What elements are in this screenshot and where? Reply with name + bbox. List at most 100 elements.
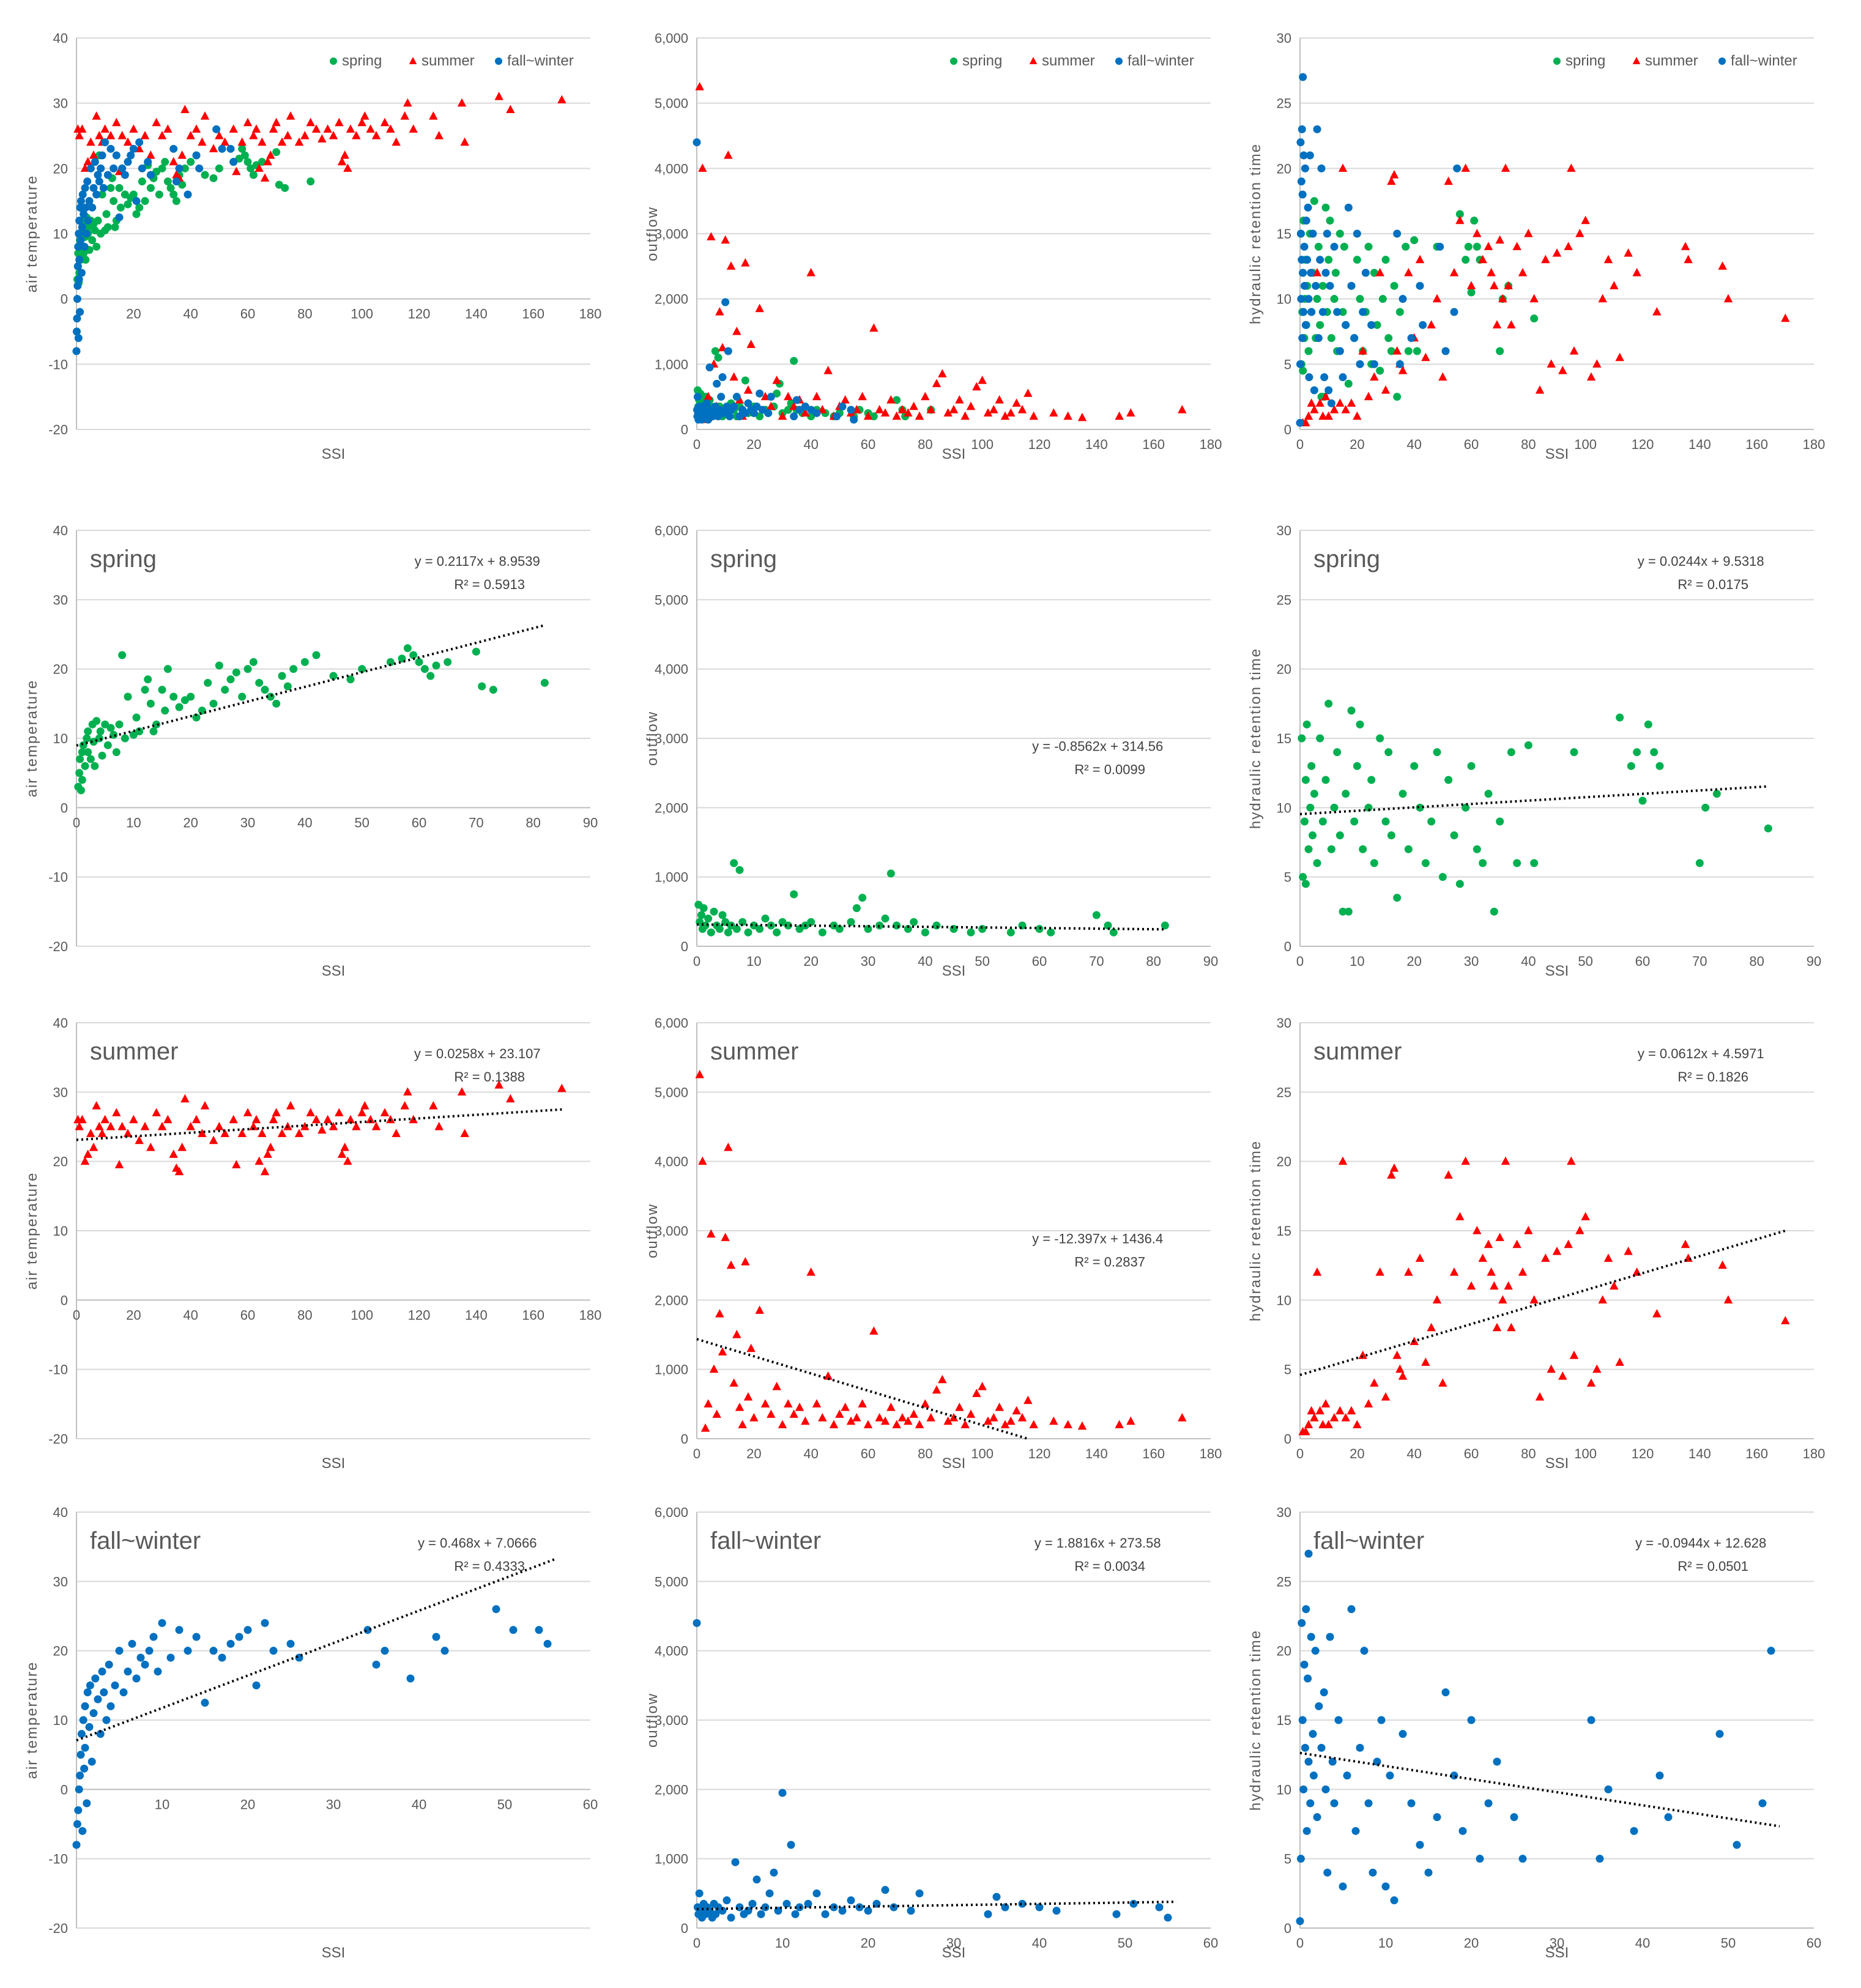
data-point-summer (741, 1257, 750, 1266)
data-point-fall-winter (1370, 360, 1378, 368)
panel-summer-air: -20 -10 0 10 20 30 40 0 20 40 60 80 100 120 140 160 180 S… (12, 1009, 624, 1499)
data-point-spring (697, 911, 705, 919)
data-point-fall-winter (1441, 1688, 1450, 1697)
data-point-summer (106, 1122, 116, 1130)
data-point-fall-winter (74, 1806, 83, 1814)
data-point-fall-winter (790, 412, 798, 421)
data-point-spring (778, 918, 787, 926)
data-point-fall-winter (764, 409, 773, 417)
data-point-spring (1109, 928, 1118, 937)
data-point-fall-winter (99, 184, 108, 192)
data-point-fall-winter (81, 1702, 89, 1710)
data-point-fall-winter (1312, 281, 1320, 290)
data-point-fall-winter (169, 144, 178, 153)
data-point-summer (112, 117, 121, 127)
data-point-summer (983, 1416, 993, 1425)
data-point-fall-winter (1318, 308, 1327, 316)
data-point-summer (1575, 229, 1584, 237)
data-point-spring (749, 921, 758, 930)
data-point-fall-winter (1377, 1716, 1386, 1724)
data-point-summer (1455, 215, 1465, 224)
x-tick-label: 100 (971, 1446, 994, 1461)
data-point-fall-winter (115, 213, 124, 221)
data-point-fall-winter (78, 190, 87, 199)
data-point-summer (1310, 405, 1319, 414)
legend-marker-spring (330, 57, 337, 65)
data-point-summer (403, 98, 412, 107)
data-point-summer (1115, 1420, 1124, 1428)
data-point-summer (75, 1122, 84, 1130)
data-point-spring (103, 223, 112, 231)
x-tick-label: 10 (775, 1935, 790, 1951)
data-point-summer (83, 157, 92, 166)
data-point-fall-winter (1320, 1688, 1328, 1697)
data-point-spring (1326, 217, 1334, 225)
combined-hrt-svg: 0 5 10 15 20 25 30 0 20 40 60 80 100 120 140 160 180 SSI h… (1247, 31, 1825, 462)
y-axis-title: outflow (644, 1693, 661, 1748)
data-point-spring (711, 347, 719, 355)
data-point-summer (557, 1083, 566, 1092)
data-point-fall-winter (86, 164, 95, 172)
data-point-summer (400, 111, 409, 120)
data-point-spring (773, 928, 781, 937)
data-point-fall-winter (1309, 1771, 1318, 1780)
data-point-summer (1381, 385, 1391, 394)
data-point-fall-winter (1314, 334, 1323, 343)
data-point-summer (1558, 1371, 1567, 1380)
x-tick-label: 0 (693, 437, 700, 452)
data-point-summer (875, 405, 884, 414)
panel-spring-outflow: 0 1,000 2,000 3,000 4,000 5,000 6,000 0 10 20 30 40… (633, 517, 1244, 1006)
data-point-fall-winter (1300, 1660, 1309, 1669)
data-point-summer (1318, 1420, 1328, 1428)
data-point-spring (226, 675, 235, 684)
data-point-fall-winter (80, 242, 89, 251)
data-point-spring (110, 197, 118, 206)
data-point-fall-winter (1328, 1757, 1337, 1766)
data-point-spring (1359, 845, 1367, 853)
data-point-summer (434, 1122, 444, 1130)
data-point-spring (1373, 321, 1381, 329)
data-point-summer (1504, 1281, 1513, 1290)
y-tick-label: 4,000 (655, 161, 688, 176)
data-point-fall-winter (1715, 1730, 1724, 1738)
panel-fallwinter-hrt: 0 5 10 15 20 25 30 0 10 20 30 40 50 60 SSI hydraulic re… (1236, 1499, 1848, 1988)
data-point-summer (263, 157, 272, 166)
data-point-fall-winter (1324, 386, 1333, 395)
data-point-summer (180, 1094, 190, 1103)
data-point-fall-winter (144, 158, 152, 166)
data-point-summer (1504, 281, 1513, 289)
data-point-spring (1313, 295, 1321, 303)
data-point-summer (1318, 411, 1328, 420)
data-point-fall-winter (76, 236, 85, 245)
data-point-fall-winter (243, 1626, 252, 1634)
data-point-fall-winter (1335, 347, 1344, 355)
x-tick-label: 80 (918, 437, 932, 452)
x-tick-label: 0 (1296, 1446, 1304, 1461)
data-point-fall-winter (89, 1709, 98, 1718)
data-point-summer (760, 1399, 770, 1408)
data-point-fall-winter (128, 1639, 136, 1648)
x-tick-label: 20 (1350, 1446, 1364, 1461)
data-point-summer (318, 134, 327, 143)
data-point-summer (1077, 1421, 1087, 1430)
data-point-summer (117, 1122, 127, 1130)
chart-title: spring (1313, 546, 1380, 573)
data-point-spring (1650, 748, 1659, 757)
data-point-summer (1063, 1420, 1072, 1428)
y-tick-label: 25 (1277, 1085, 1291, 1100)
x-axis-title: SSI (322, 1455, 346, 1472)
summer-air-svg: -20 -10 0 10 20 30 40 0 20 40 60 80 100 120 140 160 180 S… (24, 1015, 601, 1472)
data-point-summer (123, 137, 133, 146)
data-point-fall-winter (1296, 138, 1305, 147)
data-point-fall-winter (1321, 1785, 1330, 1793)
data-point-summer (1012, 1406, 1021, 1415)
data-point-fall-winter (1458, 1827, 1467, 1835)
data-point-summer (1567, 163, 1576, 172)
data-point-summer (955, 1403, 964, 1411)
data-point-fall-winter (129, 144, 138, 153)
data-point-fall-winter (96, 1730, 105, 1738)
data-point-fall-winter (1316, 256, 1324, 264)
data-point-summer (1478, 1253, 1487, 1262)
y-axis-title: outflow (644, 206, 661, 261)
y-axis-title: air temperature (24, 1172, 40, 1290)
